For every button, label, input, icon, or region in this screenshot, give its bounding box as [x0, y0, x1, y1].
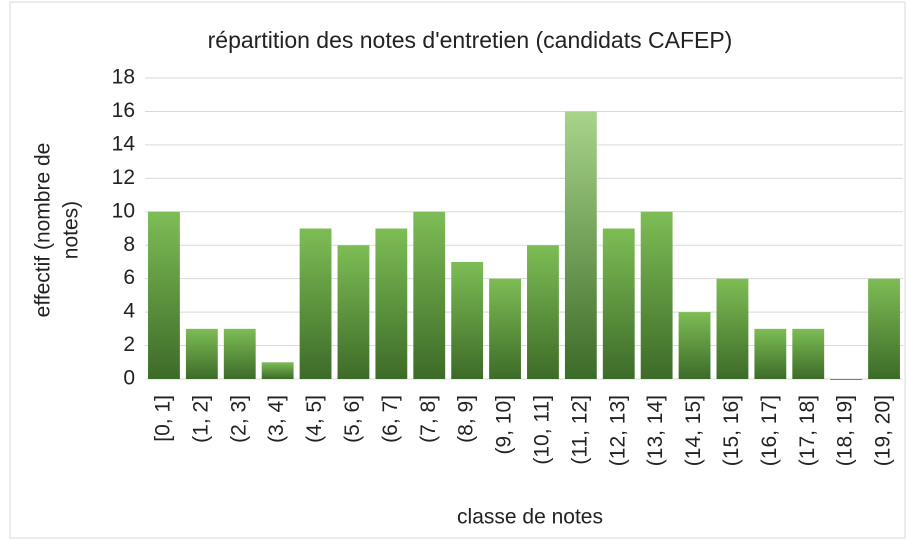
y-tick-label: 6 [123, 266, 135, 289]
bar [640, 211, 673, 379]
bar [337, 245, 370, 379]
bar [413, 211, 446, 379]
bar [564, 111, 597, 379]
bar [375, 228, 408, 379]
bar [527, 245, 559, 379]
bar [602, 228, 635, 379]
x-tick-label: (8, 9] [455, 395, 478, 443]
x-tick-label: (9, 10] [493, 395, 516, 455]
x-axis-title: classe de notes [457, 506, 603, 529]
y-tick-label: 12 [112, 166, 135, 189]
x-tick-label: (11, 12] [568, 395, 591, 465]
x-tick-label: (13, 14] [644, 395, 667, 466]
y-axis-title: effectif (nombre de [32, 143, 55, 318]
x-tick-label: (12, 13] [606, 395, 629, 466]
bar [185, 328, 218, 379]
x-tick-label: (17, 18] [796, 395, 819, 466]
y-tick-label: 10 [112, 199, 135, 222]
x-tick-label: (5, 6] [341, 395, 364, 443]
x-tick-label: (10, 11] [530, 395, 553, 465]
bar [489, 278, 521, 379]
x-tick-label: (2, 3] [227, 395, 250, 443]
y-tick-label: 4 [123, 300, 135, 323]
x-tick-label: (16, 17] [758, 395, 781, 466]
bar [830, 379, 863, 380]
y-axis-title: notes) [60, 201, 83, 259]
x-tick-label: (15, 16] [720, 395, 743, 466]
x-tick-label: (18, 19] [834, 395, 857, 466]
x-tick-label: (1, 2] [189, 395, 212, 443]
y-tick-label: 18 [112, 66, 135, 89]
x-tick-label: (14, 15] [682, 395, 705, 466]
y-tick-label: 14 [112, 132, 136, 155]
x-tick-label: (4, 5] [303, 395, 326, 443]
bar [868, 278, 900, 379]
x-tick-label: [0, 1] [151, 395, 174, 442]
chart-title: répartition des notes d'entretien (candi… [208, 27, 733, 53]
x-tick-label: (6, 7] [379, 395, 402, 443]
bar [261, 362, 294, 379]
bar [148, 211, 180, 379]
bar [299, 228, 332, 379]
x-tick-label: (3, 4] [265, 395, 288, 443]
bar [716, 278, 749, 379]
x-tick-label: (7, 8] [417, 395, 440, 443]
bar [451, 261, 484, 379]
y-tick-label: 8 [123, 233, 135, 256]
y-tick-label: 2 [123, 333, 135, 356]
bar [678, 312, 711, 379]
bar [223, 328, 256, 379]
y-tick-label: 16 [112, 99, 135, 122]
bar [792, 328, 825, 379]
x-tick-label: (19, 20] [872, 395, 895, 466]
y-tick-label: 0 [123, 367, 135, 390]
bar [754, 328, 787, 379]
